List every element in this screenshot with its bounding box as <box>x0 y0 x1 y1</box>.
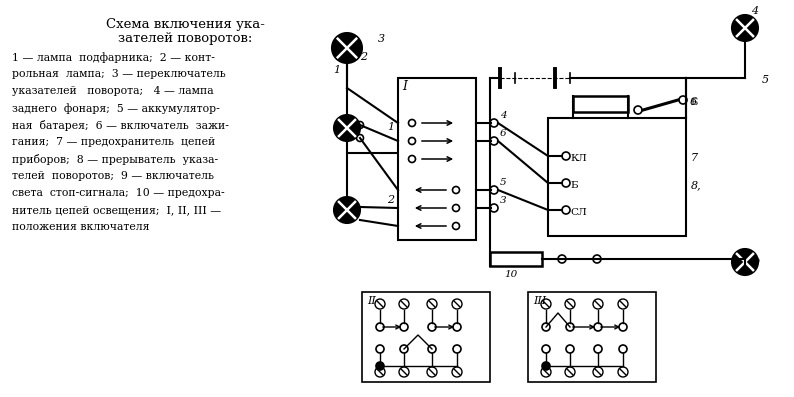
Text: положения включателя: положения включателя <box>12 222 149 232</box>
Text: ная  батарея;  6 — включатель  зажи-: ная батарея; 6 — включатель зажи- <box>12 120 229 131</box>
Text: указателей   поворота;   4 — лампа: указателей поворота; 4 — лампа <box>12 86 214 96</box>
Text: 7: 7 <box>691 153 698 163</box>
Text: 3: 3 <box>500 196 507 205</box>
Circle shape <box>334 197 360 223</box>
Bar <box>548 118 686 236</box>
Bar <box>490 252 542 266</box>
Text: рольная  лампа;  3 — переключатель: рольная лампа; 3 — переключатель <box>12 69 225 79</box>
Circle shape <box>332 33 362 63</box>
Text: 2: 2 <box>360 52 367 62</box>
Text: 5: 5 <box>762 75 769 85</box>
Text: заднего  фонаря;  5 — аккумулятор-: заднего фонаря; 5 — аккумулятор- <box>12 103 220 114</box>
Text: 6: 6 <box>690 97 697 107</box>
Text: 2: 2 <box>387 195 394 205</box>
Text: зателей поворотов:: зателей поворотов: <box>118 32 252 45</box>
Text: 4: 4 <box>500 111 507 120</box>
Text: 1: 1 <box>333 65 340 75</box>
Text: 5: 5 <box>500 178 507 187</box>
Text: приборов;  8 — прерыватель  указа-: приборов; 8 — прерыватель указа- <box>12 154 218 165</box>
Text: 3: 3 <box>378 34 385 44</box>
Text: Б: Б <box>690 98 697 107</box>
Text: III: III <box>533 296 546 306</box>
Circle shape <box>376 362 384 370</box>
Text: 9: 9 <box>753 258 760 268</box>
Bar <box>362 292 490 382</box>
Text: 4: 4 <box>751 6 758 16</box>
Text: Б: Б <box>570 181 577 190</box>
Text: КЛ: КЛ <box>570 154 587 163</box>
Text: Схема включения ука-: Схема включения ука- <box>106 18 264 31</box>
Text: СЛ: СЛ <box>570 208 587 217</box>
Text: 1 — лампа  подфарника;  2 — конт-: 1 — лампа подфарника; 2 — конт- <box>12 52 215 63</box>
Bar <box>398 78 476 240</box>
Text: нитель цепей освещения;  I, II, III —: нитель цепей освещения; I, II, III — <box>12 205 221 215</box>
Text: 10: 10 <box>504 270 517 279</box>
Text: 1: 1 <box>387 122 394 132</box>
Text: 6: 6 <box>500 129 507 138</box>
Circle shape <box>334 115 360 141</box>
Bar <box>573 96 628 112</box>
Circle shape <box>542 362 550 370</box>
Text: телей  поворотов;  9 — включатель: телей поворотов; 9 — включатель <box>12 171 214 181</box>
Text: гания;  7 — предохранитель  цепей: гания; 7 — предохранитель цепей <box>12 137 215 147</box>
Text: II: II <box>367 296 376 306</box>
Bar <box>528 292 656 382</box>
Text: 8,: 8, <box>691 180 702 190</box>
Circle shape <box>732 249 758 275</box>
Text: света  стоп-сигнала;  10 — предохра-: света стоп-сигнала; 10 — предохра- <box>12 188 225 198</box>
Circle shape <box>732 15 758 41</box>
Text: I: I <box>402 80 407 93</box>
